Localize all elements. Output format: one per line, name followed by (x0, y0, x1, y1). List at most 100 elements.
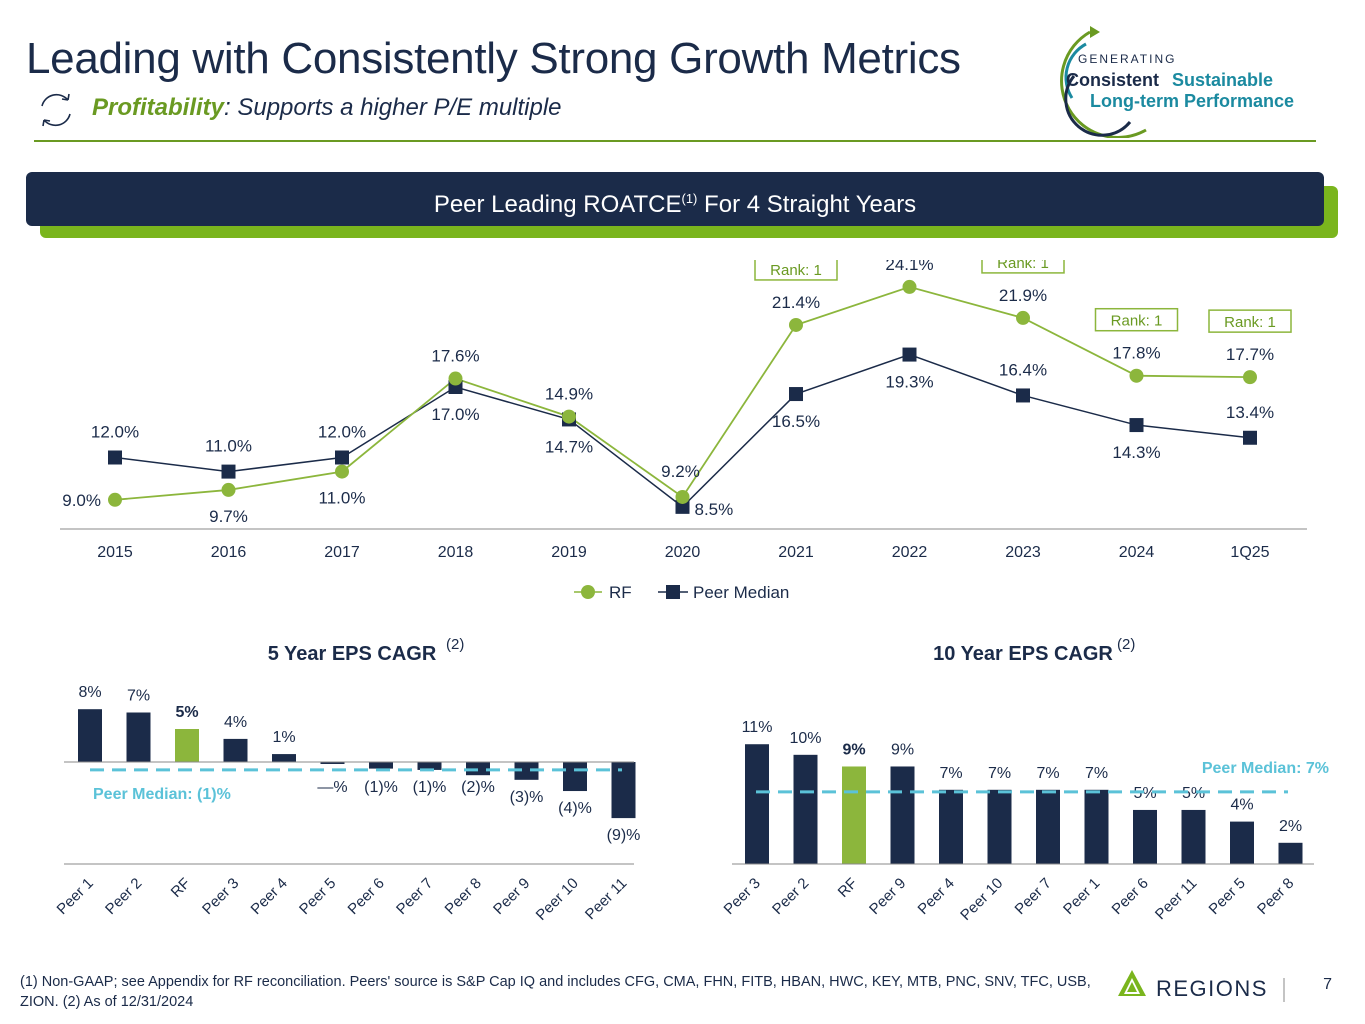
peer-median-point (789, 387, 803, 402)
rank-box (981, 260, 1065, 274)
x-tick-label: Peer 11 (1152, 875, 1200, 923)
x-tick-label: Peer 4 (915, 875, 958, 918)
peer-median-label: Peer Median: (1)% (93, 786, 231, 803)
chart-title: 10 Year EPS CAGR (933, 643, 1113, 665)
peer-median-point (1016, 388, 1030, 403)
peer-median-data-label: 13.4% (1226, 403, 1274, 422)
rf-data-label: 9.2% (661, 462, 700, 481)
bar (1181, 809, 1206, 864)
x-tick-label: Peer 3 (199, 875, 242, 918)
peer-median-point (108, 450, 122, 465)
x-tick-label: Peer 6 (345, 875, 388, 918)
bar-data-label: 5% (1182, 785, 1205, 802)
page-title: Leading with Consistently Strong Growth … (26, 34, 961, 83)
peer-median-data-label: 19.3% (885, 373, 933, 392)
x-tick-label: Peer 2 (102, 875, 145, 918)
x-tick-label: Peer 4 (248, 875, 291, 918)
x-tick-label: Peer 5 (296, 875, 339, 918)
rf-point (675, 489, 690, 504)
x-tick-label: Peer 7 (393, 875, 436, 918)
regions-logo: REGIONS (1118, 970, 1285, 1002)
bar-data-label: 2% (1279, 818, 1302, 835)
regions-wordmark: REGIONS (1156, 976, 1268, 1001)
peer-median-data-label: 14.3% (1112, 443, 1160, 462)
badge-line2b: Sustainable (1172, 70, 1273, 90)
peer-median-data-label: 14.7% (545, 437, 593, 456)
peer-median-data-label: 16.4% (999, 360, 1047, 379)
peer-median-data-label: 11.0% (205, 437, 252, 456)
x-tick-label: Peer 5 (1206, 875, 1249, 918)
bar (369, 762, 393, 769)
x-tick-label: Peer 10 (533, 875, 582, 924)
bar-data-label: 7% (988, 765, 1011, 782)
x-tick-label: Peer 1 (1060, 875, 1103, 918)
bar-data-label: 5% (175, 704, 198, 721)
eps-cagr-5yr-chart: 5 Year EPS CAGR (2) 8% Peer 1 7% Peer 2 5% RF 4%… (54, 636, 641, 924)
bar-data-label: 7% (1036, 765, 1059, 782)
bar (793, 754, 818, 864)
bar-data-label: 7% (1085, 765, 1108, 782)
badge-line1: GENERATING (1078, 52, 1176, 66)
bar (514, 762, 539, 780)
chart-title-sup: (2) (446, 636, 464, 653)
bar (1278, 842, 1303, 864)
x-tick-label: 2024 (1119, 544, 1155, 561)
bar (987, 789, 1012, 864)
x-tick-label: Peer 3 (721, 875, 764, 918)
rank-box (1094, 307, 1179, 332)
rf-point (1243, 370, 1257, 385)
x-tick-label: 2015 (97, 544, 133, 561)
x-tick-label: Peer 6 (1109, 875, 1152, 918)
peer-median-data-label: 12.0% (91, 423, 139, 442)
bar-data-label: 9% (842, 741, 865, 758)
x-tick-label: Peer 7 (1012, 875, 1055, 918)
rf-point (335, 464, 349, 479)
rank-label: Rank: 1 (1111, 313, 1163, 330)
bar-data-label: (2)% (461, 779, 495, 796)
rf-data-label: 17.7% (1226, 345, 1274, 364)
bar-data-label: 8% (78, 684, 101, 701)
rf-point (108, 492, 122, 507)
bar-data-label: (1)% (413, 779, 447, 796)
rf-point (562, 409, 576, 424)
generating-performance-badge: GENERATING Consistent Sustainable Long-t… (1060, 26, 1294, 138)
eps-cagr-10yr-chart: 10 Year EPS CAGR (2) 11% Peer 3 10% Peer 2 9% R… (721, 636, 1329, 924)
x-tick-label: RF (835, 875, 861, 901)
rf-point (221, 482, 236, 497)
subtitle-highlight: Profitability (92, 94, 225, 121)
bar-data-label: (3)% (510, 789, 544, 806)
peer-median-point (902, 347, 917, 362)
subtitle: Profitability: Supports a higher P/E mul… (92, 94, 562, 122)
bar (78, 709, 102, 762)
bar (939, 789, 963, 864)
roatce-line-chart: 2015 2016 2017 2018 2019 2020 2021 2022 2023 2024… (60, 260, 1307, 602)
bar (417, 762, 442, 770)
badge-line2a: Consistent (1066, 70, 1159, 90)
bar-data-label: 4% (224, 714, 247, 731)
x-tick-label: 2021 (778, 544, 814, 561)
x-tick-label: Peer 8 (1254, 875, 1297, 918)
banner-text: Peer Leading ROATCE (433, 191, 682, 218)
series-line-peer-median (114, 353, 1251, 508)
peer-median-point (1243, 430, 1257, 445)
legend-rf-marker (581, 585, 595, 599)
bar (223, 738, 248, 762)
legend-peer-median-label: Peer Median (693, 583, 789, 602)
x-tick-label: 1Q25 (1230, 544, 1269, 561)
rank-box (754, 260, 838, 281)
x-tick-label: Peer 8 (442, 875, 485, 918)
chart-title-sup: (2) (1117, 636, 1135, 653)
x-tick-label: Peer 2 (769, 875, 812, 918)
rf-data-label: 17.6% (431, 347, 479, 366)
peer-median-point (1129, 418, 1144, 433)
banner-text-after: For 4 Straight Years (697, 191, 917, 218)
peer-median-label: Peer Median: 7% (1202, 760, 1329, 777)
bar-data-label: 1% (272, 729, 295, 746)
x-tick-label: Peer 11 (582, 875, 630, 923)
rank-label: Rank: 1 (770, 262, 822, 279)
rf-point (789, 317, 803, 332)
rf-point (448, 371, 463, 386)
peer-median-data-label: 16.5% (772, 412, 820, 431)
peer-median-data-label: 8.5% (695, 500, 734, 519)
cycle-arrows-icon (41, 93, 71, 127)
